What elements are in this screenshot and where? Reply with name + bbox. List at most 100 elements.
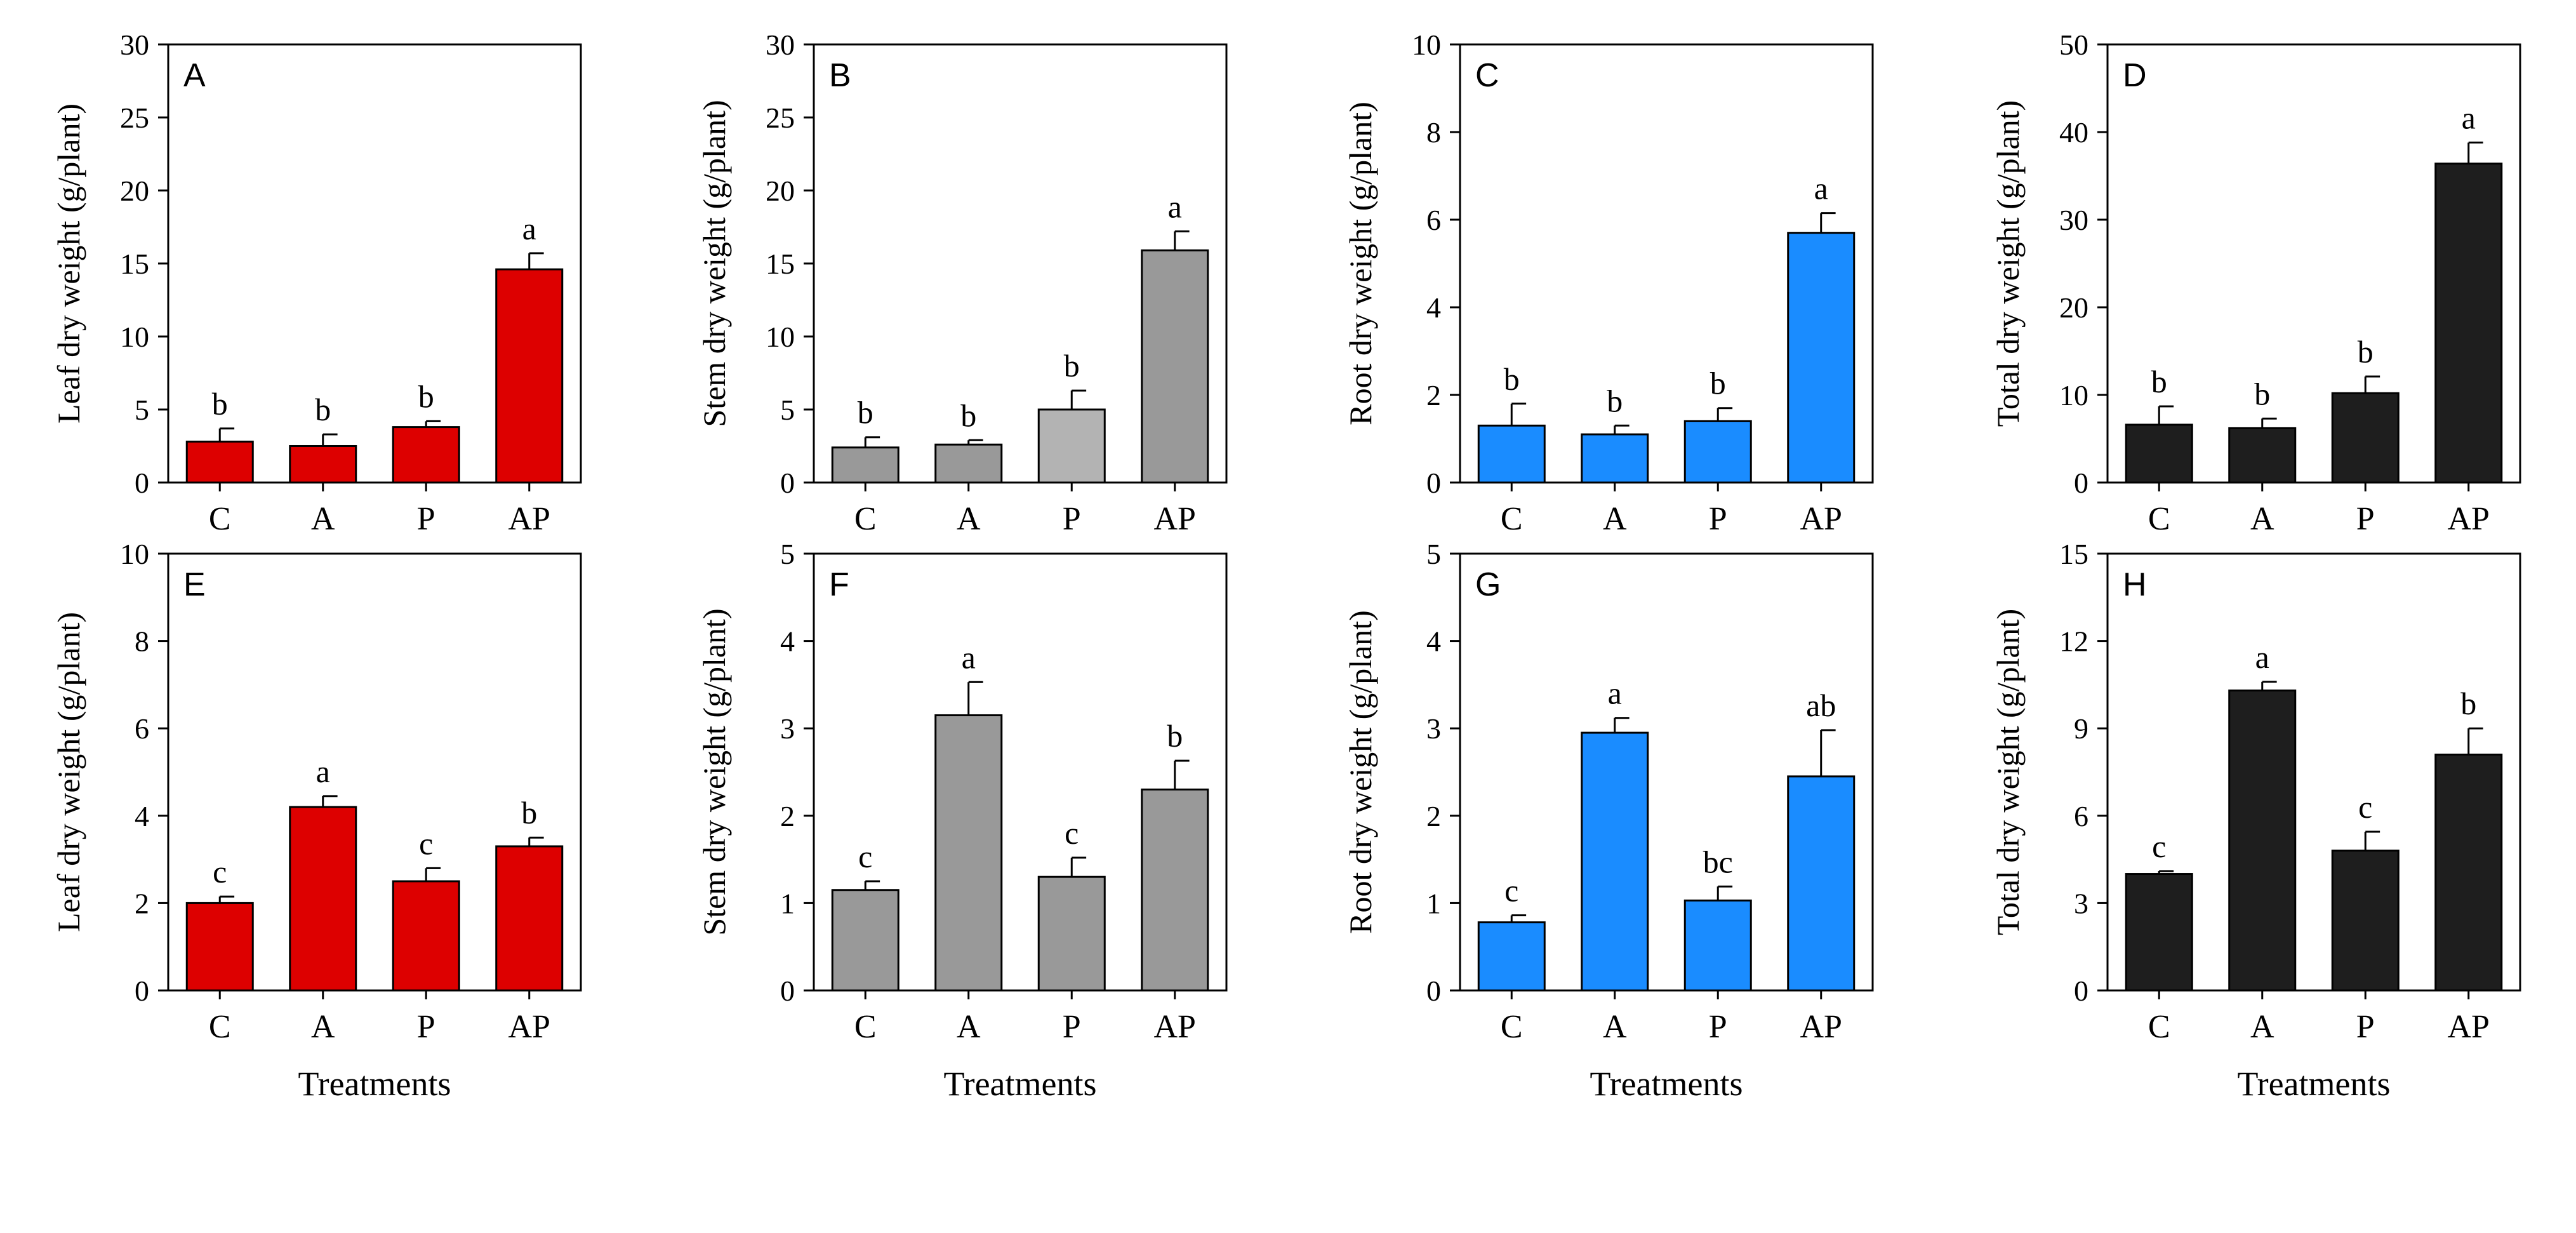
y-tick-label: 20: [2059, 291, 2088, 324]
category-label: P: [2356, 1009, 2375, 1045]
bar: [289, 445, 357, 484]
bar: [831, 889, 900, 992]
category-label: A: [2250, 1009, 2274, 1045]
bar: [1683, 420, 1752, 484]
category-label: A: [311, 1009, 335, 1045]
y-tick-label: 0: [2074, 975, 2088, 1007]
x-axis-label: Treatments: [944, 1065, 1097, 1103]
y-tick-label: 9: [2074, 712, 2088, 745]
significance-label: b: [1167, 718, 1183, 754]
y-tick-label: 1: [780, 887, 795, 919]
bar: [1141, 789, 1209, 992]
bar: [1477, 424, 1546, 484]
bar: [495, 845, 564, 992]
panel-letter: F: [829, 566, 849, 603]
bar: [1037, 408, 1106, 484]
category-label: C: [2148, 501, 2170, 537]
bar: [1581, 433, 1649, 484]
significance-label: c: [419, 825, 433, 861]
y-tick-label: 0: [780, 467, 795, 499]
bar: [934, 443, 1003, 484]
bar: [1787, 775, 1856, 992]
panel-letter: B: [829, 57, 851, 94]
significance-label: b: [1064, 348, 1080, 383]
x-axis-label: Treatments: [1590, 1065, 1743, 1103]
chart-panel-a: 0 5 10 15 20 25 30 Leaf dry weight (g/plant) b Cb…: [51, 29, 582, 537]
significance-label: a: [962, 639, 976, 675]
category-label: AP: [2448, 1009, 2490, 1045]
y-tick-label: 0: [1426, 467, 1441, 499]
category-label: C: [1501, 501, 1523, 537]
bar: [2228, 690, 2297, 992]
x-axis-label: Treatments: [298, 1065, 451, 1103]
bar: [185, 902, 254, 992]
significance-label: a: [1814, 171, 1828, 206]
plot-frame: [1459, 552, 1874, 992]
y-tick-label: 2: [1426, 800, 1441, 832]
category-label: C: [1501, 1009, 1523, 1045]
bar: [392, 426, 460, 484]
panel-letter: E: [183, 566, 206, 603]
bar: [1787, 232, 1856, 484]
y-tick-label: 3: [2074, 887, 2088, 919]
plot-frame: [813, 552, 1228, 992]
significance-label: b: [1607, 383, 1623, 418]
significance-label: b: [2254, 376, 2270, 411]
plot-frame: [167, 43, 582, 484]
category-label: C: [854, 501, 877, 537]
panel-letter: G: [1475, 566, 1501, 603]
chart-panel-e: 0 2 4 6 8 10 Leaf dry weight (g/plant) c Ca Ac Pb A…: [51, 538, 582, 1103]
y-tick-label: 4: [1426, 625, 1441, 658]
y-tick-label: 2: [1426, 379, 1441, 411]
category-label: A: [957, 1009, 981, 1045]
y-tick-label: 25: [766, 102, 795, 134]
x-axis-label: Treatments: [2238, 1065, 2391, 1103]
y-tick-label: 5: [780, 538, 795, 570]
significance-label: a: [2255, 639, 2269, 675]
bar: [289, 806, 357, 992]
y-tick-label: 3: [1426, 712, 1441, 745]
category-label: A: [311, 501, 335, 537]
y-axis-label: Total dry weight (g/plant): [1990, 609, 2026, 935]
significance-label: ab: [1806, 688, 1836, 723]
plot-frame: [2106, 43, 2521, 484]
bar: [2228, 427, 2297, 484]
category-label: P: [1709, 501, 1727, 537]
significance-label: c: [858, 839, 872, 874]
bar: [2434, 163, 2503, 484]
y-axis-label: Root dry weight (g/plant): [1343, 102, 1378, 425]
bar: [1141, 249, 1209, 484]
y-axis-label: Leaf dry weight (g/plant): [51, 612, 86, 932]
chart-panel-c: 0 2 4 6 8 10 Root dry weight (g/plant) b Cb Ab Pa A…: [1343, 29, 1874, 537]
bar: [392, 880, 460, 992]
y-tick-label: 15: [766, 248, 795, 280]
category-label: P: [417, 501, 435, 537]
category-label: AP: [1800, 501, 1842, 537]
category-label: AP: [1800, 1009, 1842, 1045]
y-tick-label: 5: [135, 394, 149, 426]
y-tick-label: 30: [120, 29, 149, 61]
y-tick-label: 0: [135, 975, 149, 1007]
y-tick-label: 30: [2059, 204, 2088, 236]
bar: [495, 268, 564, 484]
category-label: P: [2356, 501, 2375, 537]
chart-panel-h: 0 3 6 9 12 15 Total dry weight (g/plant) c Ca Ac P…: [1990, 538, 2521, 1103]
significance-label: bc: [1703, 844, 1733, 879]
significance-label: b: [960, 397, 976, 433]
category-label: A: [1603, 1009, 1627, 1045]
y-tick-label: 6: [2074, 800, 2088, 832]
y-axis-label: Leaf dry weight (g/plant): [51, 103, 86, 423]
category-label: C: [209, 501, 231, 537]
bar: [2331, 850, 2400, 992]
significance-label: a: [316, 754, 330, 789]
category-label: P: [1709, 1009, 1727, 1045]
bar: [1037, 876, 1106, 992]
chart-panel-d: 0 10 20 30 40 50 Total dry weight (g/plant) b Cb…: [1990, 29, 2521, 537]
significance-label: a: [1168, 189, 1182, 224]
y-tick-label: 15: [120, 248, 149, 280]
y-tick-label: 8: [135, 625, 149, 658]
panel-letter: D: [2123, 57, 2147, 94]
y-axis-label: Total dry weight (g/plant): [1990, 100, 2026, 427]
y-tick-label: 0: [2074, 467, 2088, 499]
chart-panel-f: 0 1 2 3 4 5 Stem dry weight (g/plant) c Ca Ac Pb AP…: [696, 538, 1228, 1103]
